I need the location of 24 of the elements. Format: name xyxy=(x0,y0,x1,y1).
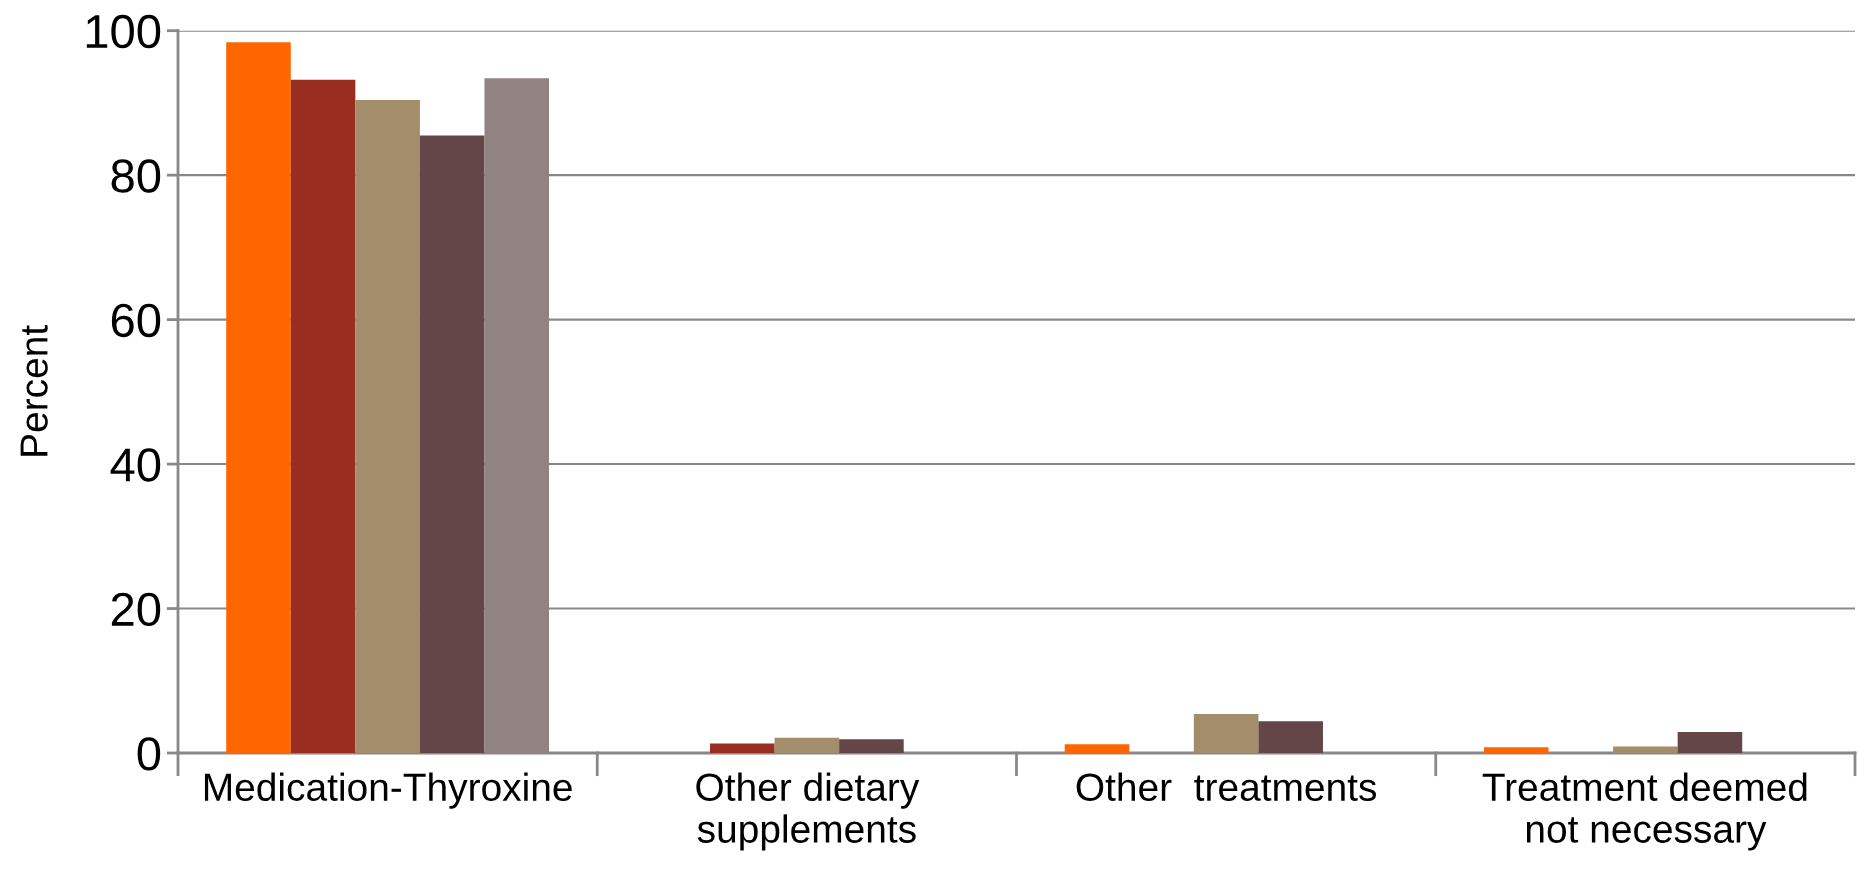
x-tick-label: Other treatments xyxy=(1076,772,1377,802)
y-tick-label: 100 xyxy=(86,14,161,49)
bar xyxy=(355,100,420,753)
y-tick-label: 0 xyxy=(137,737,161,771)
bar xyxy=(1193,714,1259,753)
bar xyxy=(1483,747,1549,753)
y-tick-label: 80 xyxy=(111,159,161,193)
bar xyxy=(774,737,840,753)
bar xyxy=(839,739,904,753)
y-axis-title: Percent xyxy=(20,325,48,456)
bar xyxy=(1064,744,1130,753)
bar xyxy=(226,42,291,753)
bar xyxy=(1677,732,1743,753)
bar xyxy=(419,135,485,753)
x-tick-label: Other dietary supplements xyxy=(696,772,920,851)
y-tick-label: 60 xyxy=(111,303,161,338)
y-tick-label: 40 xyxy=(110,448,161,482)
x-tick-label: Treatment deemed not necessary xyxy=(1482,772,1807,851)
x-tick-label: Medication-Thyroxine xyxy=(204,772,572,809)
bar xyxy=(1613,746,1678,753)
y-tick-label: 20 xyxy=(111,592,161,627)
bar xyxy=(1258,721,1323,753)
bar xyxy=(710,743,775,753)
bar xyxy=(290,79,356,753)
